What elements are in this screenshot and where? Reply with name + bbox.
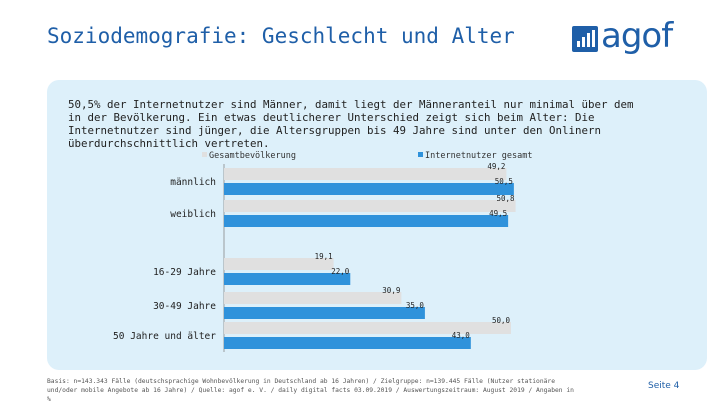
legend-swatch-1 [418, 152, 423, 157]
legend-label-0: Gesamtbevölkerung [209, 151, 296, 161]
data-label-2-0: 19,1 [315, 252, 333, 261]
data-label-0-0: 49,2 [487, 162, 505, 171]
category-label-2: 16-29 Jahre [153, 267, 216, 278]
bar-2-1 [224, 273, 351, 285]
data-label-3-0: 30,9 [382, 286, 400, 295]
bar-4-1 [224, 337, 471, 349]
bar-0-0 [224, 168, 507, 180]
category-label-0: männlich [170, 177, 216, 188]
logo-text: agof [601, 16, 673, 56]
bar-0-1 [224, 183, 514, 195]
summary-text: 50,5% der Internetnutzer sind Männer, da… [68, 98, 634, 150]
data-label-0-1: 50,5 [495, 177, 513, 186]
bar-3-1 [224, 307, 425, 319]
page-title: Soziodemografie: Geschlecht und Alter [47, 24, 515, 48]
bar-1-1 [224, 215, 509, 227]
legend-swatch-0 [202, 152, 207, 157]
footer-note: Basis: n=143.343 Fälle (deutschsprachige… [47, 378, 574, 403]
data-label-2-1: 22,0 [331, 267, 350, 276]
bar-2-0 [224, 258, 334, 270]
bar-4-0 [224, 322, 511, 334]
page-number: Seite 4 [648, 381, 680, 391]
category-label-4: 50 Jahre und älter [113, 331, 216, 342]
legend-label-1: Internetnutzer gesamt [425, 151, 532, 161]
bar-chart-icon [572, 26, 598, 52]
bar-1-0 [224, 200, 516, 212]
agof-logo: agof [572, 16, 682, 58]
category-label-1: weiblich [170, 209, 216, 220]
data-label-3-1: 35,0 [406, 301, 425, 310]
category-label-3: 30-49 Jahre [153, 301, 216, 312]
data-label-1-0: 50,8 [497, 194, 516, 203]
bar-3-0 [224, 292, 402, 304]
data-label-1-1: 49,5 [489, 209, 507, 218]
data-label-4-0: 50,0 [492, 316, 511, 325]
data-label-4-1: 43,0 [452, 331, 471, 340]
